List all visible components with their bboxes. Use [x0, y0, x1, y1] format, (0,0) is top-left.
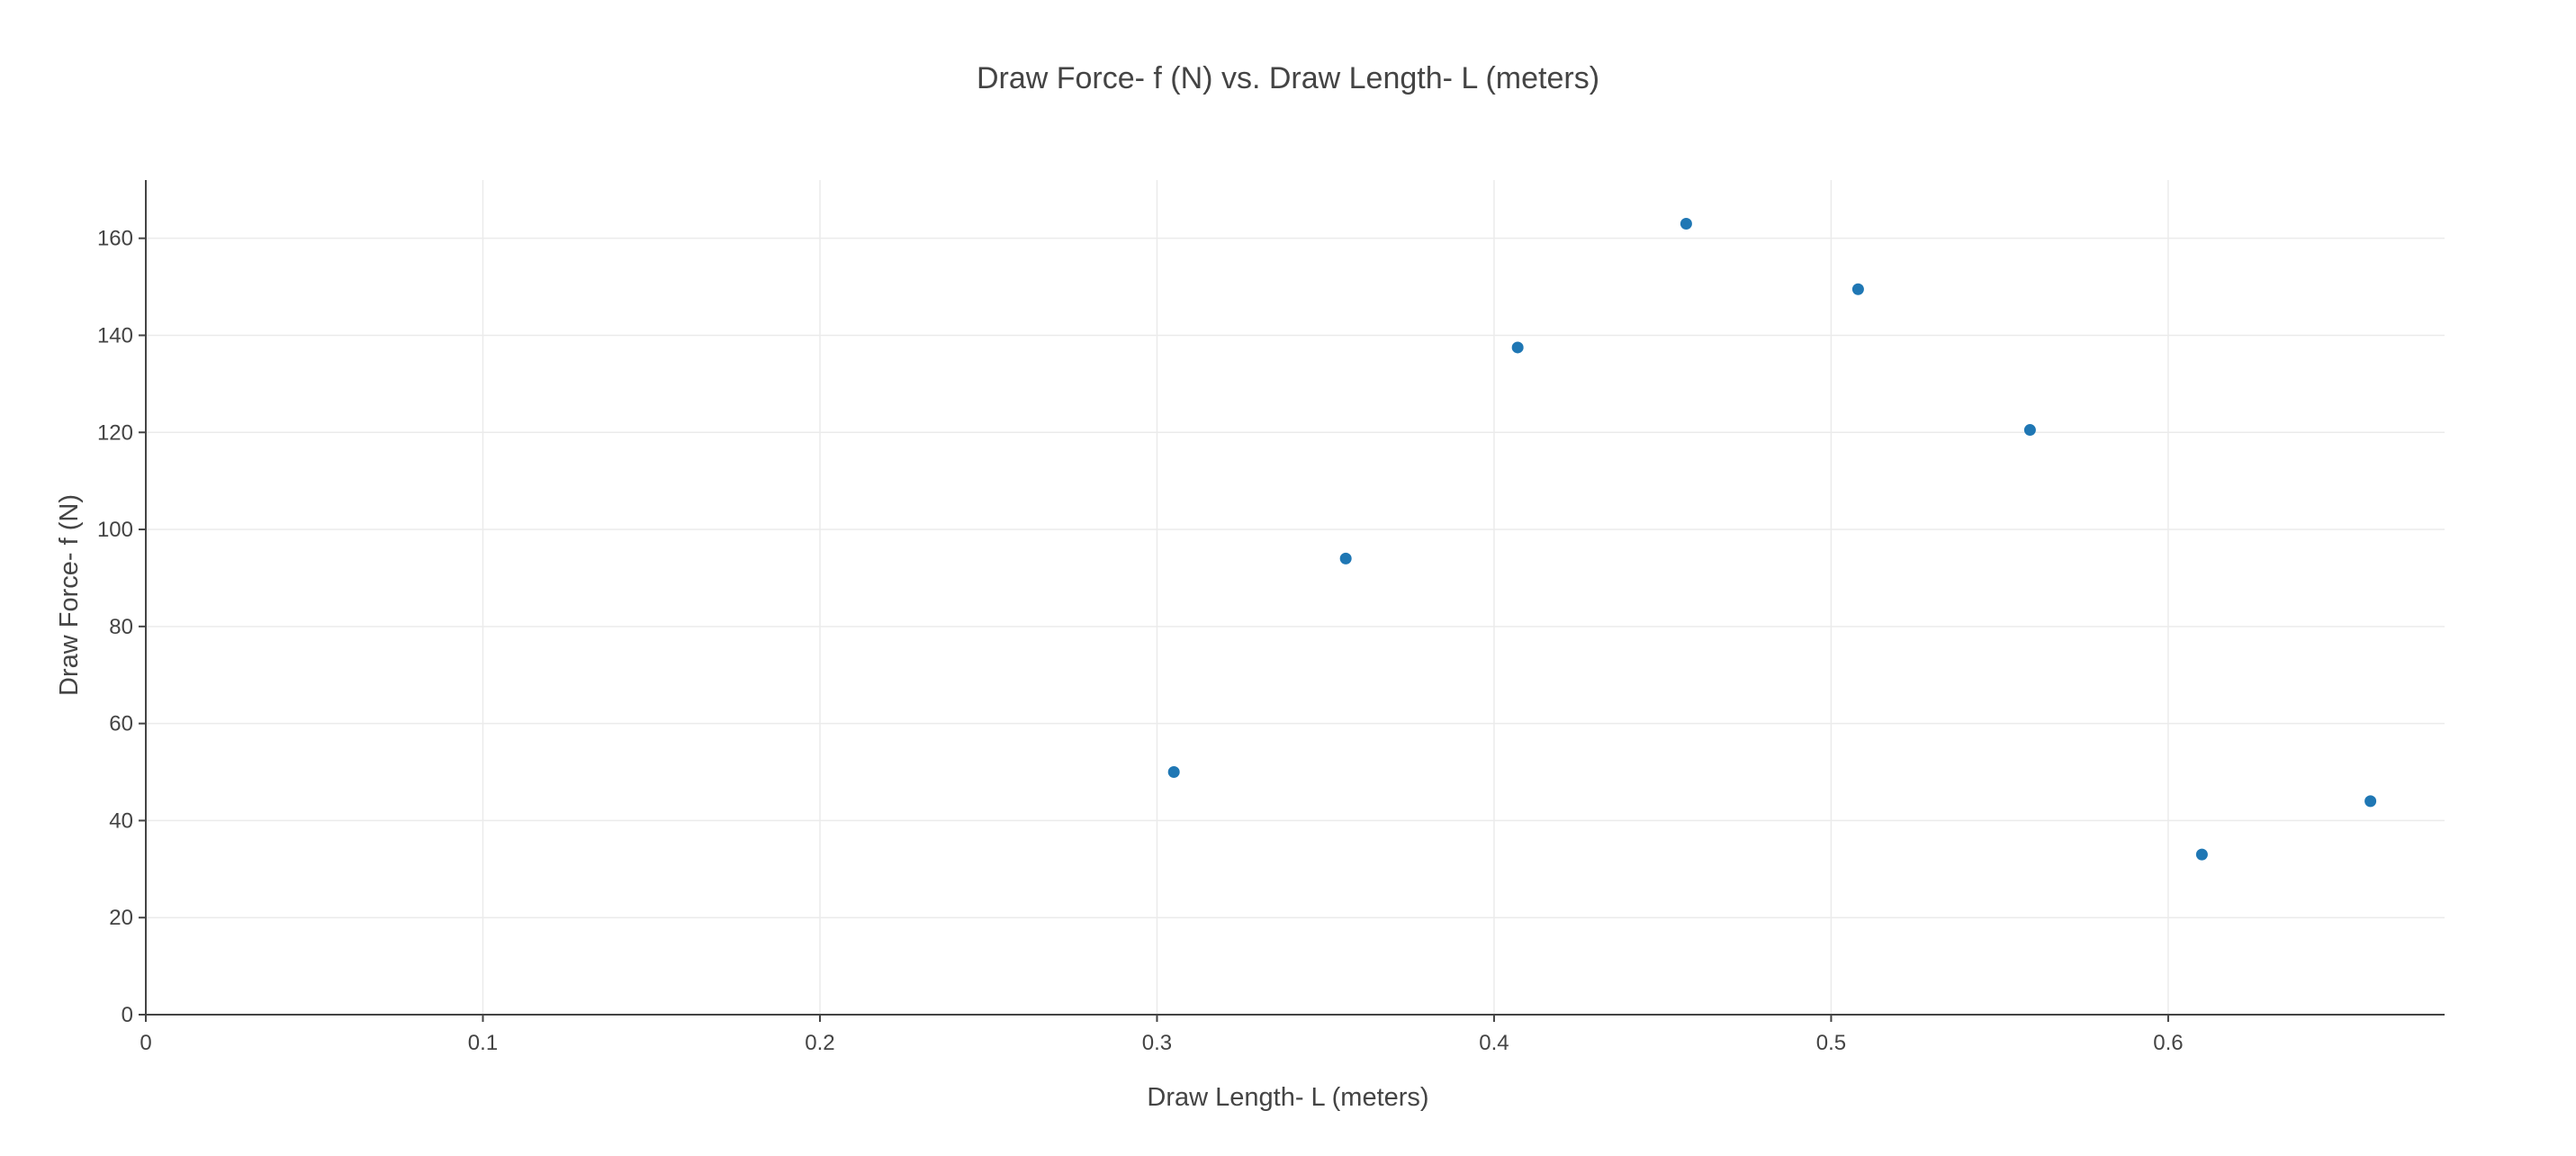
- y-tick-label: 0: [122, 1003, 133, 1027]
- y-axis-title: Draw Force- f (N): [55, 494, 84, 696]
- x-tick-label: 0.3: [1142, 1031, 1172, 1055]
- scatter-point: [1511, 341, 1524, 354]
- scatter-point: [2364, 795, 2377, 808]
- y-tick-label: 160: [97, 227, 133, 251]
- y-tick-label: 120: [97, 420, 133, 445]
- x-tick-label: 0.1: [468, 1031, 498, 1055]
- scatter-point: [2195, 848, 2208, 861]
- scatter-point: [1339, 552, 1352, 564]
- axes: [139, 180, 2445, 1022]
- y-tick-label: 40: [109, 808, 133, 833]
- scatter-point: [2023, 424, 2036, 437]
- x-tick-label: 0: [140, 1031, 151, 1055]
- x-tick-label: 0.4: [1479, 1031, 1509, 1055]
- x-tick-label: 0.6: [2153, 1031, 2183, 1055]
- y-tick-label: 140: [97, 323, 133, 348]
- x-tick-label: 0.5: [1816, 1031, 1846, 1055]
- y-tick-label: 60: [109, 712, 133, 736]
- grid-lines: [146, 180, 2445, 1015]
- scatter-point: [1851, 283, 1864, 295]
- chart-title: Draw Force- f (N) vs. Draw Length- L (me…: [977, 61, 1599, 95]
- tick-labels: 0 0.1 0.2 0.3 0.4 0.5 0.6 0 20 40 60 80 100 120 140 160: [97, 227, 2184, 1055]
- y-tick-label: 80: [109, 615, 133, 639]
- scatter-point: [1167, 766, 1180, 779]
- y-tick-label: 20: [109, 906, 133, 930]
- x-tick-label: 0.2: [805, 1031, 834, 1055]
- scatter-point: [1680, 218, 1692, 230]
- x-axis-title: Draw Length- L (meters): [1147, 1083, 1428, 1112]
- y-tick-label: 100: [97, 518, 133, 542]
- data-points: [1167, 218, 2377, 861]
